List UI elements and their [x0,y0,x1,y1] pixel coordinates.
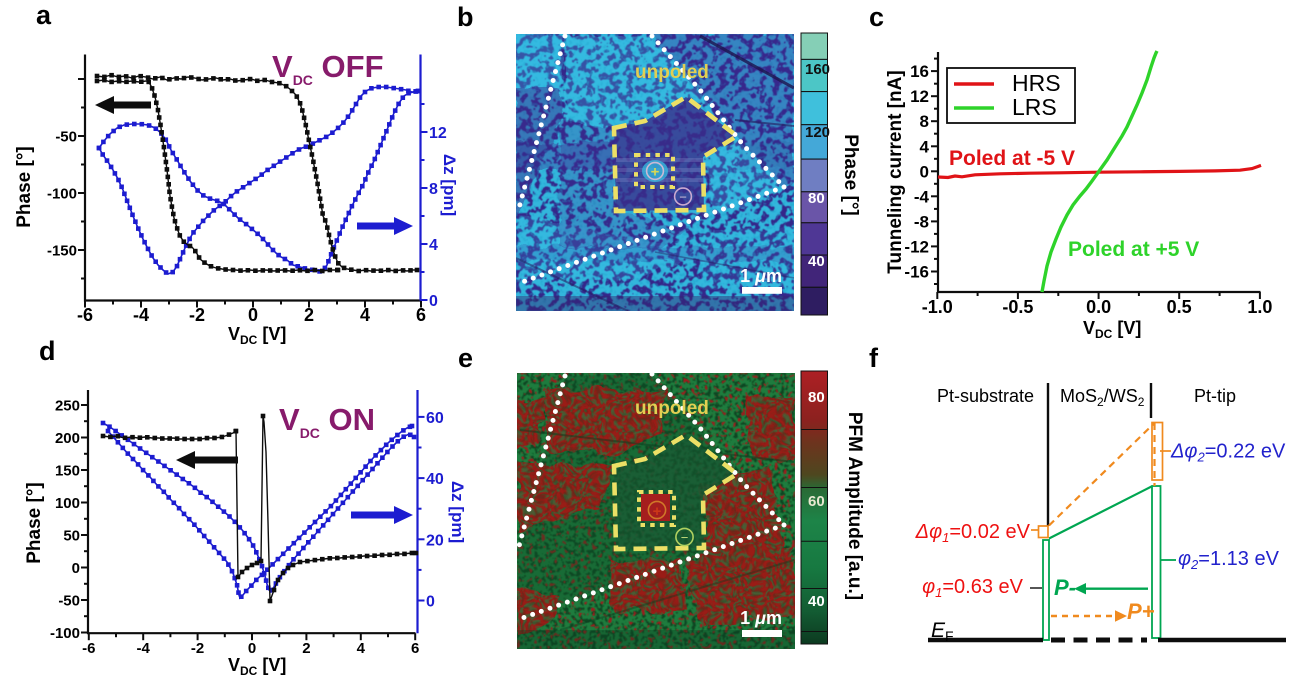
svg-text:1 μm: 1 μm [740,608,782,628]
svg-text:d: d [39,336,56,366]
svg-text:unpoled: unpoled [635,398,709,419]
svg-text:Phase [°]: Phase [°] [14,146,35,228]
svg-text:VDC [V]: VDC [V] [228,324,286,347]
svg-text:f: f [869,343,879,373]
svg-text:12: 12 [429,125,447,142]
svg-text:-50: -50 [55,129,77,146]
svg-text:8: 8 [920,112,929,131]
svg-text:2: 2 [304,305,314,325]
svg-text:-6: -6 [77,305,93,325]
svg-text:φ2=1.13 eV: φ2=1.13 eV [1178,548,1280,572]
svg-text:80: 80 [808,190,825,207]
svg-text:200: 200 [55,430,80,447]
svg-text:VDC ON: VDC ON [279,402,375,441]
svg-text:-8: -8 [914,212,929,231]
svg-text:80: 80 [808,389,825,406]
svg-text:Poled at -5 V: Poled at -5 V [949,147,1075,170]
svg-text:6: 6 [411,640,419,657]
svg-text:Tunneling current [nA]: Tunneling current [nA] [885,70,906,273]
svg-text:4: 4 [360,305,370,325]
svg-text:-100: -100 [47,186,77,203]
svg-text:MoS2/WS2: MoS2/WS2 [1060,386,1145,409]
svg-text:Pt-tip: Pt-tip [1194,386,1236,406]
svg-text:4: 4 [429,237,438,254]
svg-text:2: 2 [302,640,310,657]
svg-text:120: 120 [805,124,830,141]
svg-text:Phase [°]: Phase [°] [840,134,861,216]
svg-text:-100: -100 [50,625,80,642]
svg-text:PFM Amplitude [a.u.]: PFM Amplitude [a.u.] [844,412,865,600]
svg-text:VDC [V]: VDC [V] [1083,318,1141,341]
svg-text:Pt-substrate: Pt-substrate [937,386,1034,406]
svg-text:HRS: HRS [1012,70,1061,96]
svg-text:0: 0 [429,293,438,310]
svg-text:-6: -6 [82,640,95,657]
svg-text:4: 4 [357,640,366,657]
svg-text:LRS: LRS [1012,94,1057,120]
svg-text:unpoled: unpoled [635,62,709,83]
svg-text:-1.0: -1.0 [922,297,953,317]
svg-text:Δz [pm]: Δz [pm] [440,154,459,216]
svg-text:a: a [36,0,52,30]
svg-text:e: e [458,343,473,373]
svg-text:1 μm: 1 μm [740,266,782,286]
svg-text:-4: -4 [137,640,151,657]
svg-text:Δφ2=0.22 eV: Δφ2=0.22 eV [1170,441,1286,465]
svg-text:-16: -16 [904,263,929,282]
svg-text:0.5: 0.5 [1167,297,1192,317]
svg-text:Δφ1=0.02 eV: Δφ1=0.02 eV [915,521,1031,545]
svg-text:4: 4 [920,137,930,156]
svg-text:12: 12 [910,87,929,106]
svg-text:6: 6 [416,305,426,325]
svg-text:φ1=0.63 eV: φ1=0.63 eV [922,576,1024,600]
svg-text:40: 40 [808,593,825,610]
svg-text:250: 250 [55,398,80,415]
svg-text:150: 150 [55,463,80,480]
svg-text:8: 8 [429,181,438,198]
svg-text:−: − [681,530,689,545]
svg-text:VDC [V]: VDC [V] [228,655,286,678]
svg-text:-2: -2 [191,640,204,657]
svg-text:0: 0 [920,162,929,181]
svg-text:0: 0 [248,305,258,325]
svg-text:0: 0 [72,560,80,577]
svg-text:VDC OFF: VDC OFF [272,49,384,88]
svg-text:-50: -50 [58,593,80,610]
svg-text:b: b [457,2,474,32]
svg-text:Poled at +5 V: Poled at +5 V [1068,238,1199,261]
svg-text:-4: -4 [914,187,930,206]
svg-text:60: 60 [426,410,444,427]
svg-text:-4: -4 [133,305,149,325]
svg-text:50: 50 [63,528,80,545]
svg-text:16: 16 [910,62,929,81]
svg-text:+: + [653,503,662,520]
svg-text:1.0: 1.0 [1247,297,1272,317]
svg-text:-150: -150 [47,243,77,260]
svg-text:-2: -2 [189,305,205,325]
svg-text:P-: P- [1054,575,1076,600]
svg-text:−: − [679,190,687,205]
svg-text:60: 60 [808,493,825,510]
svg-text:Δz [pm]: Δz [pm] [448,481,467,543]
svg-text:40: 40 [808,253,825,270]
svg-text:100: 100 [55,495,80,512]
svg-text:+: + [651,164,660,181]
svg-text:0: 0 [426,594,435,611]
svg-text:-0.5: -0.5 [1002,297,1033,317]
svg-text:P+: P+ [1127,599,1155,624]
svg-text:Phase [°]: Phase [°] [24,482,45,564]
svg-text:-12: -12 [904,237,929,256]
svg-text:0.0: 0.0 [1086,297,1111,317]
svg-text:20: 20 [426,532,444,549]
svg-text:c: c [869,2,884,32]
svg-text:0: 0 [248,640,256,657]
svg-text:160: 160 [805,61,830,78]
svg-text:40: 40 [426,471,444,488]
